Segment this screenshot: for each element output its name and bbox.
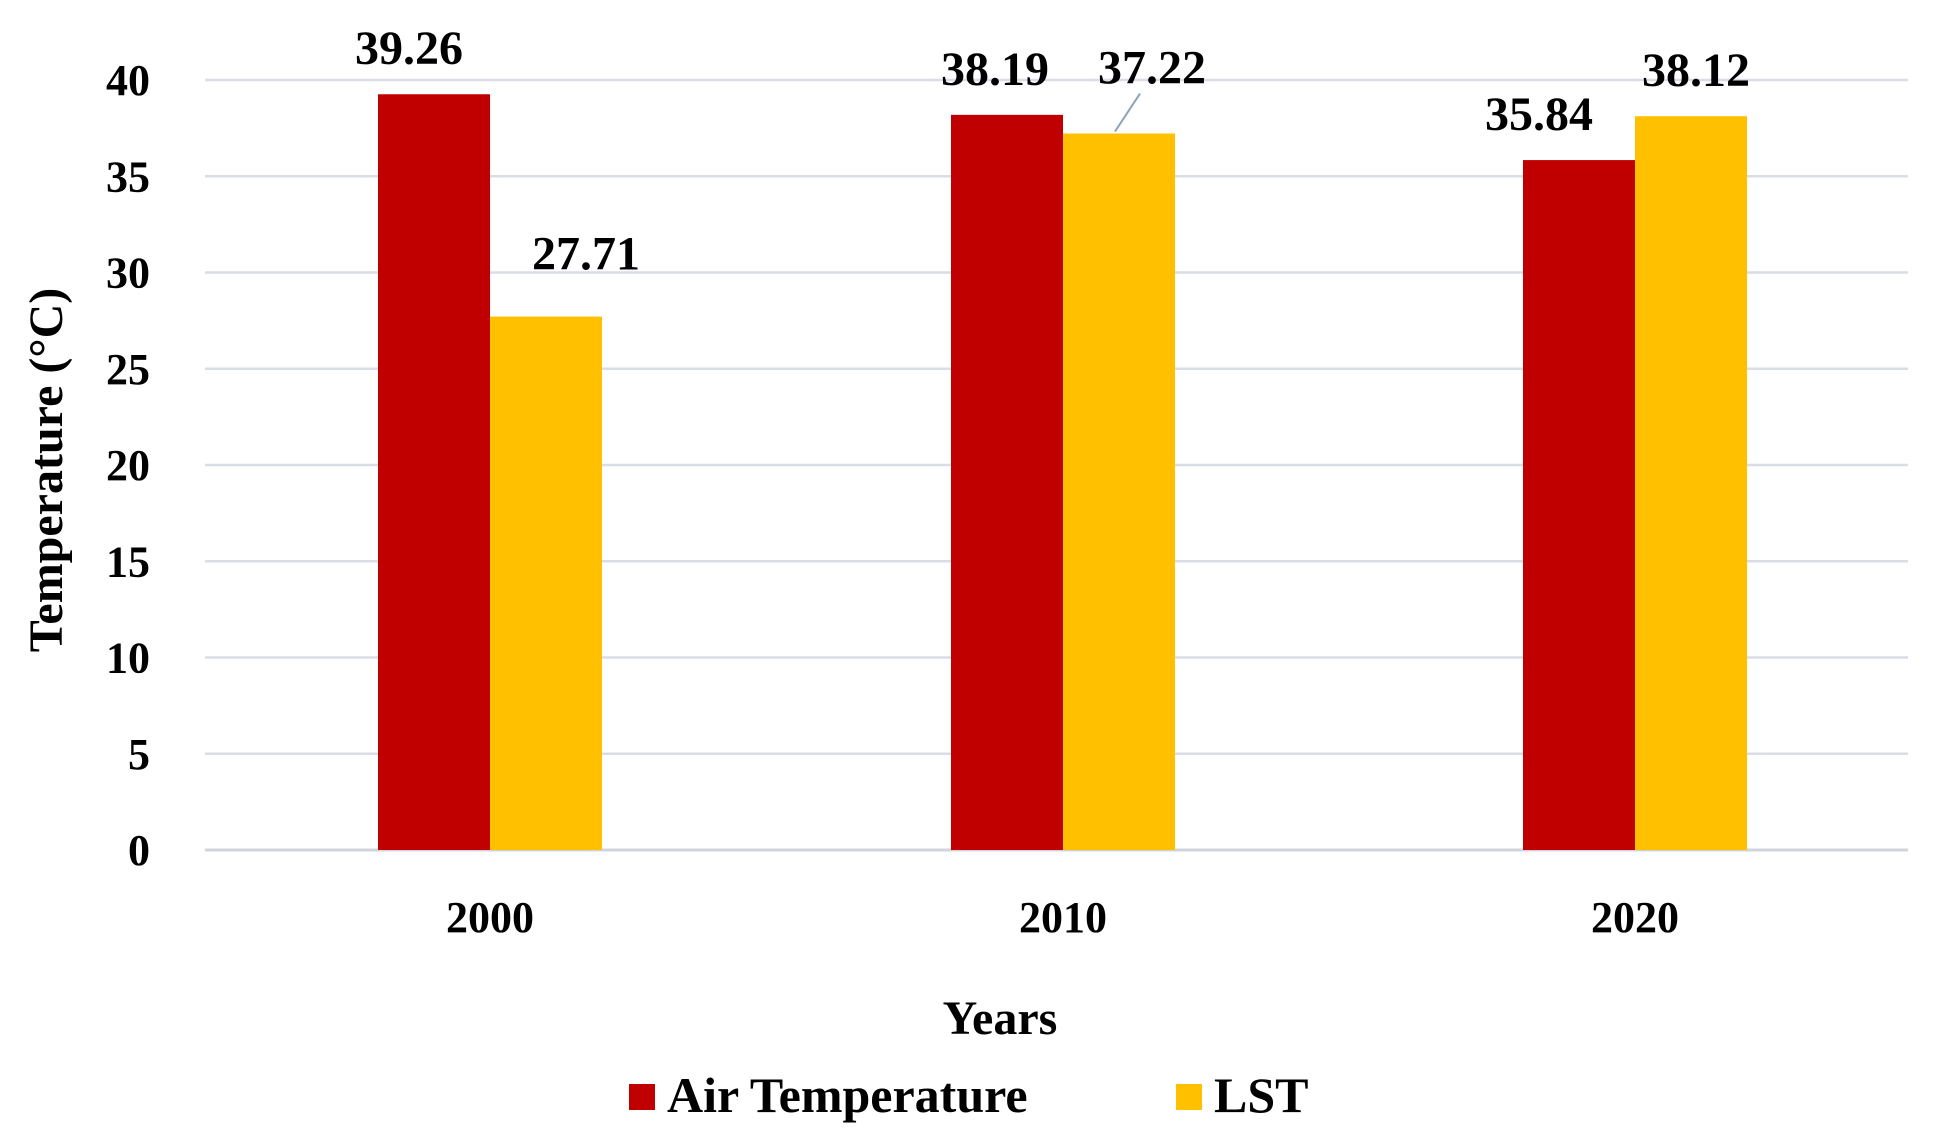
- bar-lst-2000: [490, 316, 602, 850]
- data-label: 35.84: [1485, 88, 1593, 141]
- y-tick-label: 25: [106, 345, 150, 394]
- y-tick-label: 0: [128, 826, 150, 875]
- legend-swatch-air-temperature: [629, 1084, 655, 1110]
- data-label-leader-line: [1114, 92, 1141, 133]
- bar-air-temperature-2000: [378, 94, 490, 851]
- y-tick-label: 5: [128, 730, 150, 779]
- y-axis-title: Temperature (°C): [20, 288, 73, 652]
- x-axis-ticks: 2000 2010 2020: [446, 893, 1679, 942]
- bar-lst-2020: [1635, 116, 1747, 850]
- y-tick-label: 15: [106, 537, 150, 586]
- bar-air-temperature-2010: [951, 114, 1063, 850]
- x-tick-label: 2010: [1019, 893, 1107, 942]
- bars: [378, 94, 1747, 851]
- y-tick-label: 40: [106, 56, 150, 105]
- data-label: 39.26: [355, 22, 463, 75]
- y-tick-label: 10: [106, 634, 150, 683]
- x-axis-title: Years: [943, 992, 1058, 1045]
- data-labels: 39.26 27.71 38.19 37.22 35.84 38.12: [355, 22, 1750, 280]
- x-tick-label: 2000: [446, 893, 534, 942]
- y-tick-label: 30: [106, 249, 150, 298]
- data-label: 38.19: [941, 43, 1049, 96]
- bar-air-temperature-2020: [1523, 160, 1635, 850]
- x-tick-label: 2020: [1591, 893, 1679, 942]
- legend-label-lst: LST: [1214, 1067, 1309, 1123]
- data-label: 27.71: [532, 228, 640, 281]
- bar-lst-2010: [1063, 133, 1175, 850]
- y-axis-ticks: 0 5 10 15 20 25 30 35 40: [106, 56, 150, 875]
- data-label: 38.12: [1642, 44, 1750, 97]
- legend-label-air-temperature: Air Temperature: [667, 1067, 1028, 1123]
- data-label: 37.22: [1098, 42, 1206, 95]
- y-tick-label: 35: [106, 152, 150, 201]
- legend-swatch-lst: [1176, 1084, 1202, 1110]
- legend: Air Temperature LST: [629, 1067, 1309, 1123]
- y-tick-label: 20: [106, 441, 150, 490]
